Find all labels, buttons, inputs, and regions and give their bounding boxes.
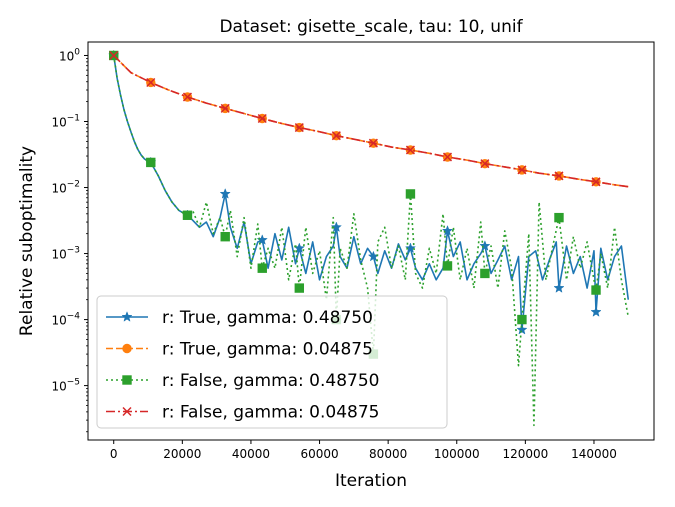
series-3-point <box>220 231 230 242</box>
legend-marker <box>122 375 132 385</box>
x-axis: 0 20000 40000 60000 80000 100000 120000 140000 <box>110 440 617 461</box>
x-tick-label: 100000 <box>434 447 480 461</box>
legend-entry: r: True, gamma: 0.04875 <box>106 340 373 360</box>
y-tick-exponent: −4 <box>67 312 81 322</box>
legend-entry: r: False, gamma: 0.04875 <box>106 403 379 423</box>
series-1-point <box>219 188 231 199</box>
series-4-point <box>220 103 230 113</box>
series-3-point <box>182 210 193 220</box>
series-4-point <box>480 159 490 169</box>
series-1-point <box>441 225 454 236</box>
series-3-point <box>146 157 156 168</box>
legend-label: r: True, gamma: 0.04875 <box>162 340 373 360</box>
series-4-point <box>554 171 564 181</box>
y-tick-exponent: 0 <box>74 47 80 57</box>
legend-marker <box>122 343 132 354</box>
series-4-point <box>257 113 267 124</box>
y-tick-label: 100 <box>59 47 80 63</box>
y-tick-exponent: −3 <box>67 246 80 256</box>
series-4-point <box>442 152 453 162</box>
series-3-point <box>554 212 564 223</box>
y-tick-base: 10 <box>51 116 66 130</box>
legend: r: True, gamma: 0.48750 r: True, gamma: 0… <box>96 295 448 429</box>
series-3-point <box>480 268 490 279</box>
series-1-point <box>404 242 417 254</box>
legend-label: r: True, gamma: 0.48750 <box>162 308 373 328</box>
legend-entry: r: True, gamma: 0.48750 <box>106 308 373 328</box>
series-4-point <box>591 177 601 187</box>
y-tick-base: 10 <box>51 314 66 328</box>
y-tick-label: 10−2 <box>51 180 80 196</box>
x-tick-label: 60000 <box>300 447 338 461</box>
legend-label: r: False, gamma: 0.04875 <box>162 403 379 423</box>
y-tick-label: 10−4 <box>51 312 80 328</box>
series-1-point <box>516 323 528 335</box>
legend-marker <box>121 311 133 322</box>
x-tick-label: 80000 <box>369 447 407 461</box>
series-4 <box>109 50 629 188</box>
x-tick-label: 20000 <box>163 447 201 461</box>
series-4-point <box>517 165 527 175</box>
series-4-point <box>331 131 341 141</box>
y-axis-title: Relative suboptimality <box>17 146 37 336</box>
series-4-point <box>182 92 193 102</box>
y-tick-exponent: −5 <box>67 378 80 388</box>
x-tick-label: 0 <box>110 447 118 461</box>
y-tick-exponent: −2 <box>67 180 80 190</box>
y-tick-base: 10 <box>59 49 74 63</box>
y-tick-label: 10−5 <box>51 378 80 394</box>
series-4-point <box>109 50 119 61</box>
x-tick-label: 40000 <box>232 447 270 461</box>
y-tick-base: 10 <box>51 380 66 394</box>
legend-box <box>96 295 448 429</box>
legend-entry: r: False, gamma: 0.48750 <box>106 371 379 391</box>
plot-frame <box>87 41 655 441</box>
y-tick-base: 10 <box>51 248 66 262</box>
series-2-line <box>113 54 629 188</box>
series-4-point <box>368 138 378 148</box>
series-1-point <box>330 221 342 233</box>
y-tick-base: 10 <box>51 182 66 196</box>
x-axis-title: Iteration <box>335 471 407 491</box>
series-3-point <box>442 261 453 271</box>
series-1-point <box>553 282 565 293</box>
series-3-point <box>517 314 527 325</box>
series-3-line <box>112 55 630 427</box>
series-1-point <box>590 306 602 317</box>
legend-marker <box>122 406 132 417</box>
chart-title: Dataset: gisette_scale, tau: 10, unif <box>219 17 523 37</box>
legend-label: r: False, gamma: 0.48750 <box>162 371 379 391</box>
series-4-point <box>294 123 304 133</box>
x-tick-label: 120000 <box>502 447 548 461</box>
y-tick-label: 10−3 <box>51 246 80 262</box>
series-1-point <box>479 240 491 251</box>
y-tick-label: 10−1 <box>51 114 80 130</box>
series-4-point <box>146 77 156 88</box>
series-3-point <box>257 263 267 273</box>
series-3-point <box>294 283 305 293</box>
y-tick-exponent: −1 <box>67 114 80 124</box>
series-4-point <box>405 145 415 155</box>
series-3-point <box>591 285 601 295</box>
series-3-point <box>405 189 416 199</box>
x-tick-label: 140000 <box>571 447 617 461</box>
